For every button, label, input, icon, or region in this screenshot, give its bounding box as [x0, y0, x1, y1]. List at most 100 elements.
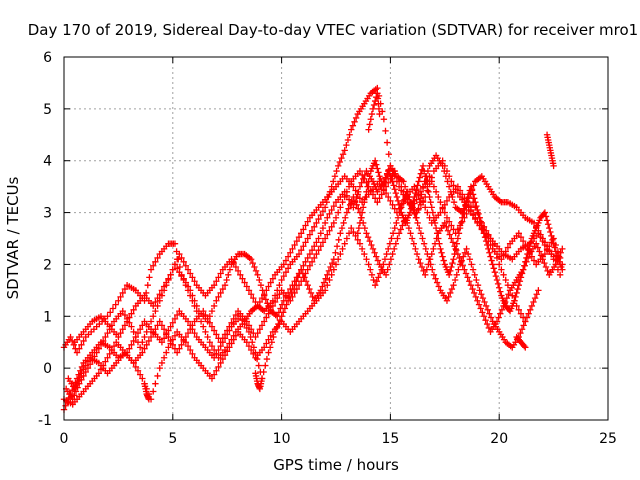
data-point: [486, 310, 493, 317]
data-point: [302, 239, 309, 246]
data-point: [102, 333, 109, 341]
data-point: [276, 281, 283, 289]
data-point: [334, 162, 342, 170]
data-point: [502, 248, 509, 255]
data-point: [187, 292, 194, 299]
data-point: [487, 241, 494, 249]
data-point: [464, 250, 472, 258]
data-point: [121, 311, 129, 319]
data-point: [416, 224, 423, 232]
data-point: [467, 281, 475, 289]
data-point: [481, 298, 488, 306]
data-point: [455, 230, 463, 237]
data-point: [169, 266, 176, 273]
data-point: [345, 230, 353, 237]
data-point: [371, 281, 379, 289]
data-point: [232, 311, 240, 319]
data-point: [283, 301, 290, 308]
data-point: [430, 245, 437, 253]
data-point: [472, 199, 479, 206]
data-point: [391, 224, 398, 232]
data-point: [361, 175, 368, 183]
data-point: [269, 275, 277, 282]
data-point: [512, 293, 519, 301]
data-point: [371, 249, 378, 256]
data-point: [513, 289, 520, 297]
data-point: [469, 285, 476, 293]
data-point: [478, 226, 485, 233]
data-point: [415, 178, 422, 185]
data-point: [556, 254, 564, 262]
data-point: [365, 126, 372, 133]
data-point: [486, 249, 493, 256]
data-point: [237, 271, 244, 278]
data-point: [338, 154, 345, 162]
data-point: [490, 265, 497, 272]
data-marks: [60, 84, 566, 413]
data-point: [441, 219, 448, 227]
data-point: [263, 355, 271, 363]
data-point: [189, 322, 196, 329]
data-point: [256, 276, 263, 284]
data-point: [468, 187, 476, 194]
data-point: [343, 235, 351, 242]
data-point: [393, 219, 400, 227]
y-tick-label: 0: [43, 361, 52, 377]
y-tick-label: 5: [43, 102, 52, 118]
data-point: [219, 335, 227, 342]
data-point: [173, 256, 181, 263]
data-point: [326, 276, 333, 284]
data-point: [152, 326, 159, 333]
data-point: [474, 297, 481, 304]
data-point: [460, 210, 467, 218]
data-point: [556, 271, 564, 278]
data-point: [332, 261, 340, 268]
data-point: [143, 341, 150, 349]
data-point: [462, 270, 470, 277]
data-point: [300, 226, 307, 233]
data-point: [173, 311, 181, 319]
data-point: [495, 314, 502, 321]
data-point: [539, 237, 546, 245]
data-point: [400, 197, 407, 205]
data-point: [422, 245, 429, 253]
data-point: [276, 291, 283, 298]
data-point: [352, 114, 360, 122]
data-point: [440, 257, 447, 264]
data-point: [167, 337, 174, 345]
data-point: [476, 222, 483, 229]
data-point: [367, 266, 374, 273]
data-point: [504, 281, 512, 289]
data-point: [548, 239, 555, 246]
data-point: [228, 256, 235, 263]
data-point: [165, 333, 172, 341]
data-point: [169, 319, 176, 326]
data-point: [415, 191, 422, 198]
data-point: [76, 374, 83, 381]
data-point: [104, 313, 111, 320]
data-point: [152, 258, 159, 266]
data-point: [247, 326, 255, 333]
data-point: [436, 240, 443, 247]
data-point: [517, 310, 525, 317]
data-point: [450, 281, 457, 289]
data-point: [432, 188, 440, 196]
data-point: [381, 179, 389, 186]
data-point: [130, 306, 137, 314]
data-point: [330, 219, 338, 227]
data-point: [245, 342, 253, 350]
data-point: [471, 271, 478, 278]
data-point: [527, 306, 534, 314]
data-point: [130, 328, 137, 336]
data-point: [126, 314, 133, 321]
data-point: [382, 189, 390, 197]
data-point: [494, 280, 502, 288]
data-point: [356, 167, 364, 175]
data-point: [167, 271, 174, 278]
data-point: [150, 313, 157, 320]
data-point: [433, 279, 441, 286]
data-point: [309, 293, 316, 301]
data-point: [386, 261, 393, 268]
data-point: [550, 235, 557, 242]
data-point: [308, 258, 316, 266]
